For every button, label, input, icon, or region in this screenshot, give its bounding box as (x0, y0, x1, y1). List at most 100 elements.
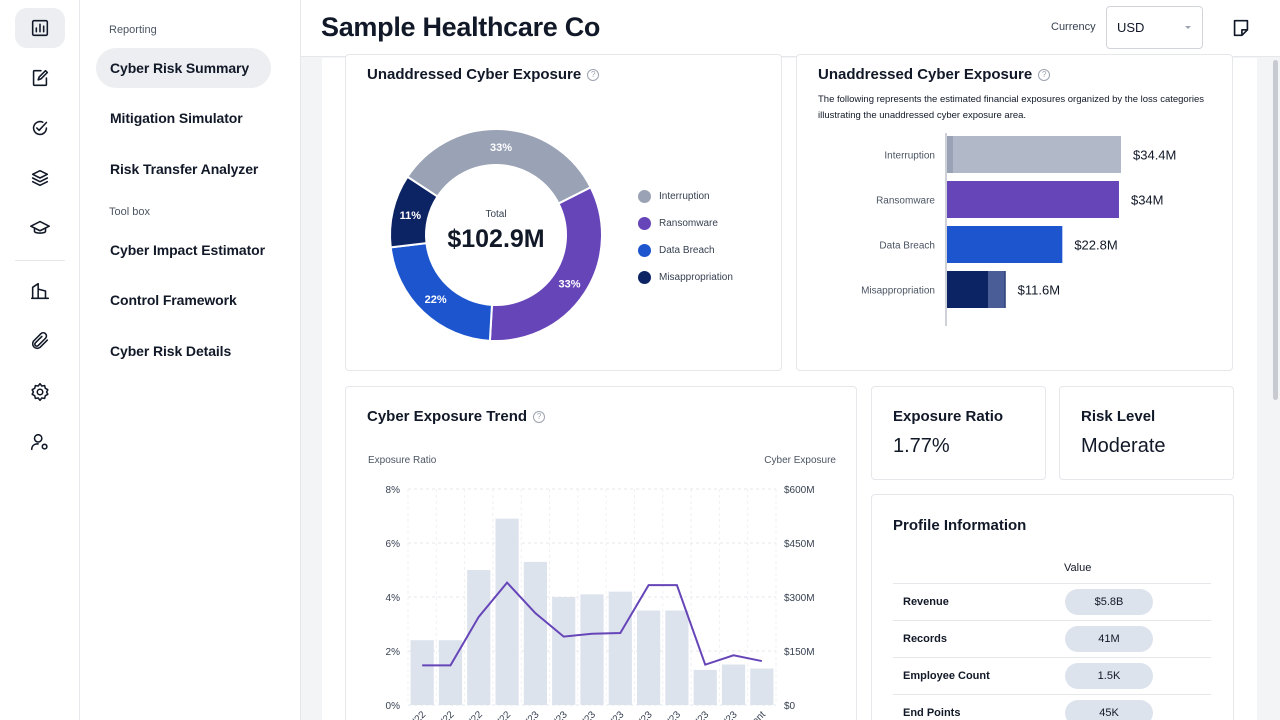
left-axis-title: Exposure Ratio (368, 455, 437, 466)
rail-divider (15, 260, 65, 261)
bar-value-label: $22.8M (1074, 238, 1117, 253)
bar-card-description: The following represents the estimated f… (818, 94, 1205, 121)
legend-item-data-breach[interactable]: Data Breach (638, 244, 715, 257)
reports-nav-button[interactable] (15, 8, 65, 48)
left-axis-tick: 0% (386, 701, 401, 712)
profile-row-value: 41M (1065, 626, 1153, 652)
nav-item-cyber-impact-estimator[interactable]: Cyber Impact Estimator (110, 242, 265, 258)
x-axis-tick: Feb '23 (539, 709, 570, 720)
donut-slice-label: 33% (559, 278, 581, 290)
legend-swatch (638, 244, 651, 257)
left-axis-tick: 2% (386, 647, 401, 658)
legend-item-misappropriation[interactable]: Misappropriation (638, 271, 733, 284)
right-axis-title: Cyber Exposure (764, 455, 836, 466)
x-axis-tick: Jul '23 (683, 709, 711, 720)
x-axis-tick: Current (737, 709, 769, 720)
donut-slice-label: 22% (425, 294, 447, 306)
trend-bar-may-23 (637, 610, 661, 705)
right-axis-tick: $600M (784, 485, 815, 496)
legend-label: Interruption (659, 191, 710, 202)
nav-section-tool-box: Tool box (109, 206, 150, 218)
page-scrollbar[interactable] (1273, 60, 1278, 400)
gear-icon (31, 382, 49, 402)
info-icon[interactable]: ? (533, 410, 546, 423)
user-settings-nav-button[interactable] (15, 422, 65, 462)
profile-row-label: Revenue (903, 596, 949, 608)
trend-bar-feb-23 (552, 597, 576, 705)
trend-card-title: Cyber Exposure Trend ? (367, 408, 546, 425)
profile-row-value: $5.8B (1065, 589, 1153, 615)
donut-slice-interruption (406, 128, 593, 205)
layers-icon (31, 169, 49, 187)
trend-bar-current (750, 668, 774, 705)
settings-nav-button[interactable] (15, 372, 65, 412)
bar-segment-accent (988, 271, 1005, 308)
donut-total-label: Total (485, 209, 506, 220)
bar-value-label: $34M (1131, 193, 1164, 208)
profile-row-value: 45K (1065, 700, 1153, 720)
left-axis-tick: 6% (386, 539, 401, 550)
edit-nav-button[interactable] (15, 58, 65, 98)
bar-value-label: $11.6M (1018, 283, 1060, 298)
donut-slice-label: 33% (490, 142, 512, 154)
exposure-donut-chart: 33% 33% 22% 11% Total $102.9M (389, 128, 603, 342)
assessment-nav-button[interactable] (15, 108, 65, 148)
currency-select[interactable]: USD (1106, 6, 1203, 49)
nav-item-cyber-risk-summary[interactable]: Cyber Risk Summary (96, 48, 271, 88)
bar-card-title-text: Unaddressed Cyber Exposure (818, 66, 1033, 83)
x-axis-tick: Oct '22 (427, 709, 457, 720)
profile-value-header: Value (1064, 562, 1092, 574)
exposure-ratio-card: Exposure Ratio 1.77% (871, 386, 1046, 480)
profile-row-value: 1.5K (1065, 663, 1153, 689)
x-axis-tick: Jun '23 (653, 709, 684, 720)
note-icon[interactable] (1230, 17, 1252, 39)
x-axis-tick: May '23 (622, 709, 655, 720)
bar-card-title: Unaddressed Cyber Exposure ? (818, 66, 1051, 83)
info-icon[interactable]: ? (1038, 68, 1051, 81)
trend-card-title-text: Cyber Exposure Trend (367, 408, 528, 425)
nav-item-risk-transfer-analyzer[interactable]: Risk Transfer Analyzer (110, 161, 259, 177)
nav-item-cyber-risk-details[interactable]: Cyber Risk Details (110, 343, 232, 359)
legend-item-ransomware[interactable]: Ransomware (638, 217, 718, 230)
risk-level-card: Risk Level Moderate (1059, 386, 1234, 480)
sub-navigation: Reporting Cyber Risk Summary Mitigation … (80, 0, 301, 720)
x-axis-tick: Sep '22 (397, 709, 429, 720)
bar-value-label: $34.4M (1133, 148, 1176, 163)
donut-card-title-text: Unaddressed Cyber Exposure (367, 66, 582, 83)
exposure-donut-card: Unaddressed Cyber Exposure ? 33% 33% 22% 11… (345, 54, 782, 371)
right-axis-tick: $150M (784, 647, 815, 658)
learning-nav-button[interactable] (15, 208, 65, 248)
trend-bar-jul-23 (693, 669, 717, 705)
right-axis-tick: $450M (784, 539, 815, 550)
bar-category-label: Ransomware (876, 196, 935, 207)
nav-item-control-framework[interactable]: Control Framework (110, 292, 237, 308)
exposure-bar-chart: Interruption $34.4M Ransomware $34M Data Bre… (861, 133, 1176, 326)
donut-total-value: $102.9M (447, 225, 544, 253)
legend-item-interruption[interactable]: Interruption (638, 190, 710, 203)
building-icon (30, 282, 50, 300)
x-axis-tick: Apr '23 (596, 709, 626, 720)
page-header: Sample Healthcare Co Currency USD (301, 0, 1280, 57)
icon-rail (0, 0, 80, 720)
info-icon[interactable]: ? (587, 68, 600, 81)
profile-row-employee-count: Employee Count 1.5K (893, 657, 1211, 694)
organization-nav-button[interactable] (15, 271, 65, 311)
profile-row-revenue: Revenue $5.8B (893, 583, 1211, 620)
currency-label: Currency (1051, 21, 1096, 33)
x-axis-tick: Mar '23 (567, 709, 598, 720)
exposure-ratio-value: 1.77% (893, 435, 950, 457)
attachments-nav-button[interactable] (15, 321, 65, 361)
layers-nav-button[interactable] (15, 158, 65, 198)
bar-data-breach (947, 226, 1063, 263)
trend-bar-sep-22 (410, 640, 434, 705)
exposure-trend-chart: Exposure Ratio Cyber Exposure 0% 2% 4% 6% 8% $0… (368, 455, 836, 720)
exposure-trend-card: Cyber Exposure Trend ? Exposure Ratio Cyb… (345, 386, 857, 720)
currency-value: USD (1117, 20, 1145, 35)
bar-segment-accent (947, 136, 953, 173)
legend-label: Data Breach (659, 245, 715, 256)
trend-bar-jun-23 (665, 610, 689, 705)
left-axis-tick: 4% (386, 593, 401, 604)
trend-bar-apr-23 (608, 591, 632, 705)
profile-row-records: Records 41M (893, 620, 1211, 657)
nav-item-mitigation-simulator[interactable]: Mitigation Simulator (110, 110, 243, 126)
